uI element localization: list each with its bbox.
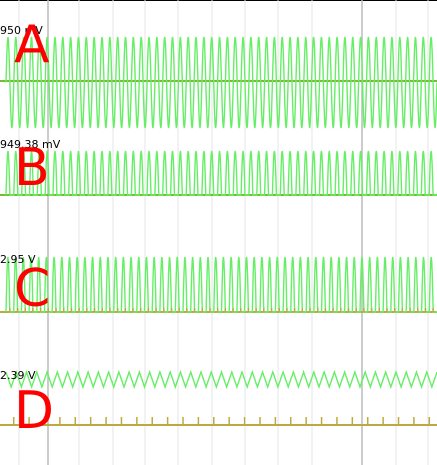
channel-d-scale-label: 2.39 V: [0, 369, 36, 382]
channel-d-trace: [0, 369, 437, 426]
channel-c-letter: C: [14, 259, 50, 319]
waveform-line: [5, 36, 437, 129]
waveform-line: [5, 256, 437, 313]
channel-a-scale-label: 950 mV: [0, 24, 43, 37]
channel-b-trace: [0, 150, 437, 196]
channel-a-trace: [0, 36, 437, 129]
channel-c-trace: [0, 256, 437, 313]
channel-c-scale-label: 2.95 V: [0, 253, 36, 266]
channel-a-letter: A: [14, 15, 50, 75]
waveform-traces: [0, 36, 437, 426]
waveform-line: [5, 369, 437, 390]
channel-b-scale-label: 949.38 mV: [0, 138, 61, 151]
channel-d-letter: D: [14, 381, 54, 441]
waveform-line: [5, 150, 437, 196]
channel-b-letter: B: [14, 138, 50, 198]
